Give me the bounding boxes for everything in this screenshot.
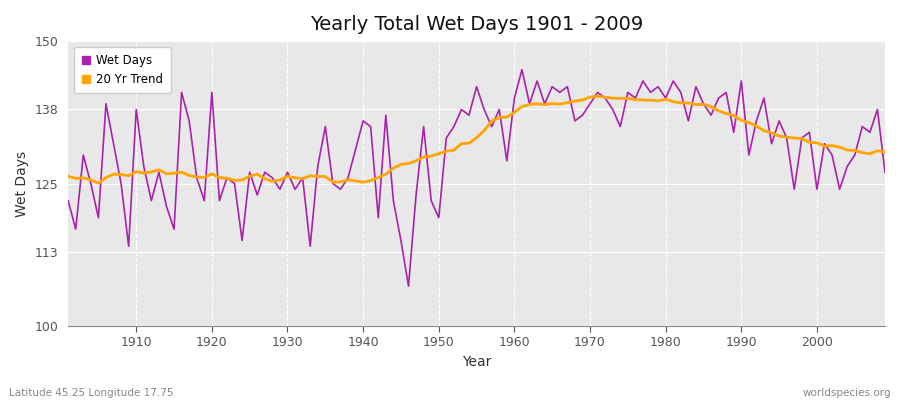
Text: Latitude 45.25 Longitude 17.75: Latitude 45.25 Longitude 17.75 (9, 388, 174, 398)
Legend: Wet Days, 20 Yr Trend: Wet Days, 20 Yr Trend (74, 47, 171, 93)
Text: worldspecies.org: worldspecies.org (803, 388, 891, 398)
X-axis label: Year: Year (462, 355, 491, 369)
Y-axis label: Wet Days: Wet Days (15, 150, 29, 217)
Title: Yearly Total Wet Days 1901 - 2009: Yearly Total Wet Days 1901 - 2009 (310, 15, 644, 34)
